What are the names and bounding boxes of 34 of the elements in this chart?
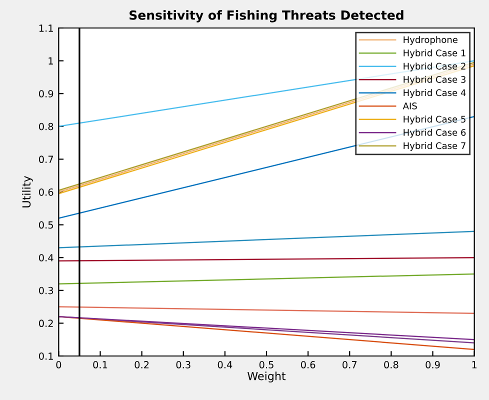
x-tick-label: 1 xyxy=(472,361,477,368)
legend-label: Hybrid Case 2 xyxy=(404,62,466,72)
y-tick-label: 1.1 xyxy=(39,24,53,32)
legend-label: AIS xyxy=(402,102,417,110)
x-tick-label: 0.6 xyxy=(300,361,316,368)
y-tick-label: 0.3 xyxy=(39,286,54,294)
x-tick-label: 0 xyxy=(56,361,62,368)
legend-label: Hybrid Case 7 xyxy=(404,142,466,151)
x-tick-label: 0.1 xyxy=(93,361,108,368)
y-tick-label: 0.2 xyxy=(39,320,53,328)
y-tick-label: 0.4 xyxy=(39,254,54,262)
y-tick-label: 0.8 xyxy=(39,122,54,130)
legend-label: Hydrophone xyxy=(404,36,458,45)
y-tick-label: 0.6 xyxy=(39,188,54,196)
legend-label: Hybrid Case 6 xyxy=(404,128,466,138)
x-tick-label: 0.9 xyxy=(426,361,440,368)
y-tick-label: 0.1 xyxy=(39,352,53,360)
legend-label: Hybrid Case 5 xyxy=(404,116,466,124)
x-tick-label: 0.2 xyxy=(134,361,149,368)
chart-title: Sensitivity of Fishing Threats Detected xyxy=(130,10,404,22)
y-tick-label: 0.5 xyxy=(39,221,53,229)
y-axis-title: Utility xyxy=(22,176,33,208)
y-tick-label: 0.7 xyxy=(39,156,53,164)
x-tick-label: 0.3 xyxy=(176,361,190,368)
x-tick-label: 0.4 xyxy=(218,361,232,368)
x-axis-title: Weight xyxy=(248,372,286,382)
y-tick-label: 0.9 xyxy=(39,90,54,98)
legend-label: Hybrid Case 3 xyxy=(404,76,466,85)
x-tick-label: 0.8 xyxy=(384,361,398,368)
y-tick-label: 1 xyxy=(48,57,53,64)
legend-label: Hybrid Case 1 xyxy=(404,49,466,58)
x-tick-label: 0.5 xyxy=(259,361,274,368)
legend-label: Hybrid Case 4 xyxy=(404,89,466,98)
x-tick-label: 0.7 xyxy=(342,361,357,368)
